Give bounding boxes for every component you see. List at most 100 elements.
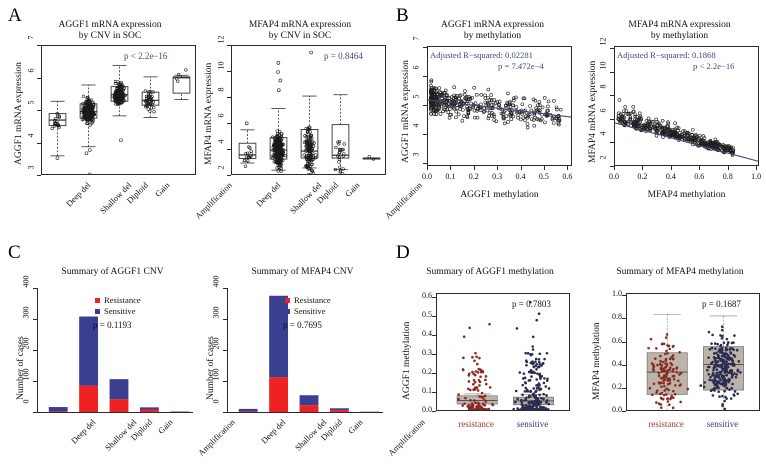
y-tick-label: 5 [411,94,421,99]
regression-annotation-pvalue: p = 7.472e−4 [498,61,544,71]
bar-resistance [139,409,159,412]
y-tick-label: 4 [598,131,608,136]
panelB-chart1-plot[interactable] [427,46,572,166]
x-category-label: Deep del [259,417,288,446]
legend-label-resistance: Resistance [294,295,331,305]
y-tick-label: 200 [21,337,31,350]
y-tick-label: 200 [211,337,221,350]
p-value-label: p = 0.1687 [702,299,741,309]
y-tick [37,175,41,176]
panelA-chart2-plot[interactable] [231,45,386,175]
y-tick [610,166,614,167]
y-tick-label: 0.2 [612,381,622,391]
bar-resistance [238,411,258,412]
title-line2: by methylation [463,31,522,41]
y-tick-label: 7 [411,36,421,41]
y-tick [423,163,427,165]
x-tick [567,166,569,170]
y-tick [33,381,37,382]
y-tick-label: 2 [216,165,226,170]
legend-swatch-sensitive [95,309,100,314]
x-tick-label: 0.8 [722,172,733,181]
x-category-label: Amplification [192,180,234,221]
panelB-chart1-ylabel: AGGF1 mRNA expression [401,60,411,163]
x-tick-label: 0.5 [538,172,549,181]
bar-resistance [109,399,129,412]
panelB-chart1-title: AGGF1 mRNA expression by methylation [410,20,575,42]
y-tick-label: 0.3 [422,347,432,357]
y-axis-line [37,288,38,412]
panelD-chart2-title: Summary of MFAP4 methylation [616,267,744,277]
y-axis-line [227,288,228,412]
x-category-label: Gain [342,180,362,199]
x-tick-label: 0.3 [492,172,503,181]
y-tick [223,412,227,413]
y-tick [227,71,231,72]
bar-resistance [269,377,289,412]
bar-resistance [48,411,68,412]
group-label-resistance: resistance [458,419,494,429]
panelD-chart1-plot[interactable] [436,293,570,411]
panelB-chart2-ylabel: MFAP4 mRNA expression [588,60,598,163]
panelD-chart2-plot[interactable] [626,293,760,411]
y-tick [622,318,626,320]
x-tick [497,166,499,170]
p-value-label: p = 0.8464 [324,51,363,61]
y-tick [432,315,436,317]
y-tick [610,118,614,120]
panelA-chart1-plot[interactable] [41,45,196,175]
y-tick [622,364,626,366]
panelA-chart1-title: AGGF1 mRNA expression by CNV in SOC [25,20,195,42]
y-tick-label: 4 [411,123,421,128]
y-tick-label: 0.5 [422,309,432,319]
y-tick-label: 100 [211,368,221,381]
title-line1: MFAP4 mRNA expression [248,20,352,30]
regression-annotation-r2: Adjusted R−squared: 0.1868 [617,50,716,60]
y-tick [610,142,614,144]
x-category-label: Deep del [69,417,98,446]
y-tick [37,110,41,111]
y-tick [432,391,436,393]
regression-annotation-r2: Adjusted R−squared: 0.02281 [430,50,533,60]
b1-canvas [428,78,571,130]
x-tick-label: 0.4 [665,172,676,181]
panelD-chart1-title: Summary of AGGF1 methylation [426,267,554,277]
x-tick [473,166,475,170]
y-tick-label: 10 [598,61,608,70]
x-category-label: Deep del [253,180,283,209]
group-label-resistance: resistance [648,419,684,429]
panelC-chart2-title: Summary of MFAP4 CNV [251,267,354,277]
x-tick-label: 0.0 [422,172,432,181]
panelB-chart2-plot[interactable] [614,46,759,166]
bar-sensitive [109,379,129,400]
y-tick [610,48,614,50]
x-category-label: Amplification [195,417,237,458]
bar-sensitive [48,407,68,412]
regression-annotation-pvalue: p < 2.2e−16 [693,61,735,71]
legend-label-resistance: Resistance [104,295,141,305]
x-tick-label: 0.0 [609,172,619,181]
x-tick-label: 1.0 [751,172,762,181]
y-tick-label: 3 [411,152,421,157]
y-tick-label: 12 [598,37,608,46]
panelC-chart2-plot[interactable] [233,288,385,412]
title-line1: MFAP4 mRNA expression [628,20,731,30]
y-tick-label: 10 [216,61,226,70]
y-tick [223,288,227,289]
p-value-label: p < 2.2e−16 [124,51,168,61]
y-tick-label: 0.4 [422,328,432,338]
y-tick-label: 7 [26,35,36,40]
x-axis-line [37,412,193,413]
x-category-label: Amplification [382,180,424,221]
y-tick [432,353,436,355]
x-tick [427,166,428,170]
legend-swatch-resistance [95,298,100,303]
y-tick-label: 3 [26,165,36,170]
bar-resistance [299,405,319,412]
c1-canvas [48,316,190,412]
panelC-chart1-plot[interactable] [43,288,195,412]
y-tick [33,350,37,351]
x-category-label: Gain [152,180,172,199]
p-value-label: p = 0.1193 [93,320,132,330]
x-category-label: Deep del [63,180,93,209]
